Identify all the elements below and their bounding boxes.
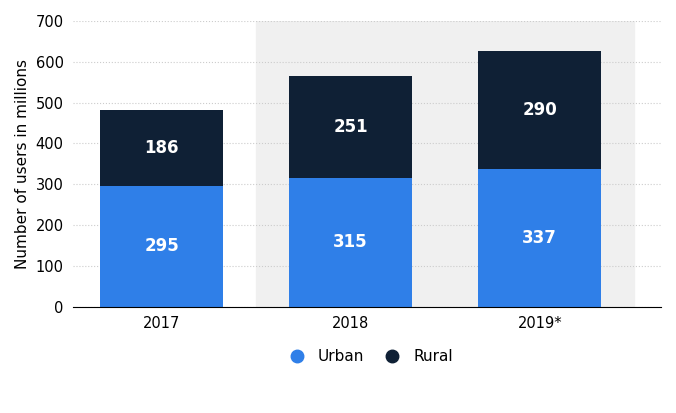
Bar [479,51,601,169]
Legend: Urban, Rural: Urban, Rural [275,343,459,370]
Bar [100,186,223,306]
Bar [479,169,601,306]
Text: 290: 290 [523,101,557,119]
Text: 337: 337 [523,229,557,247]
Text: 295: 295 [144,237,179,255]
Bar [289,178,412,306]
Text: 251: 251 [333,118,368,136]
Text: 186: 186 [144,139,179,157]
Bar [289,76,412,178]
Bar [256,21,634,306]
Y-axis label: Number of users in millions: Number of users in millions [15,59,30,269]
Bar [100,110,223,186]
Text: 315: 315 [333,233,368,251]
